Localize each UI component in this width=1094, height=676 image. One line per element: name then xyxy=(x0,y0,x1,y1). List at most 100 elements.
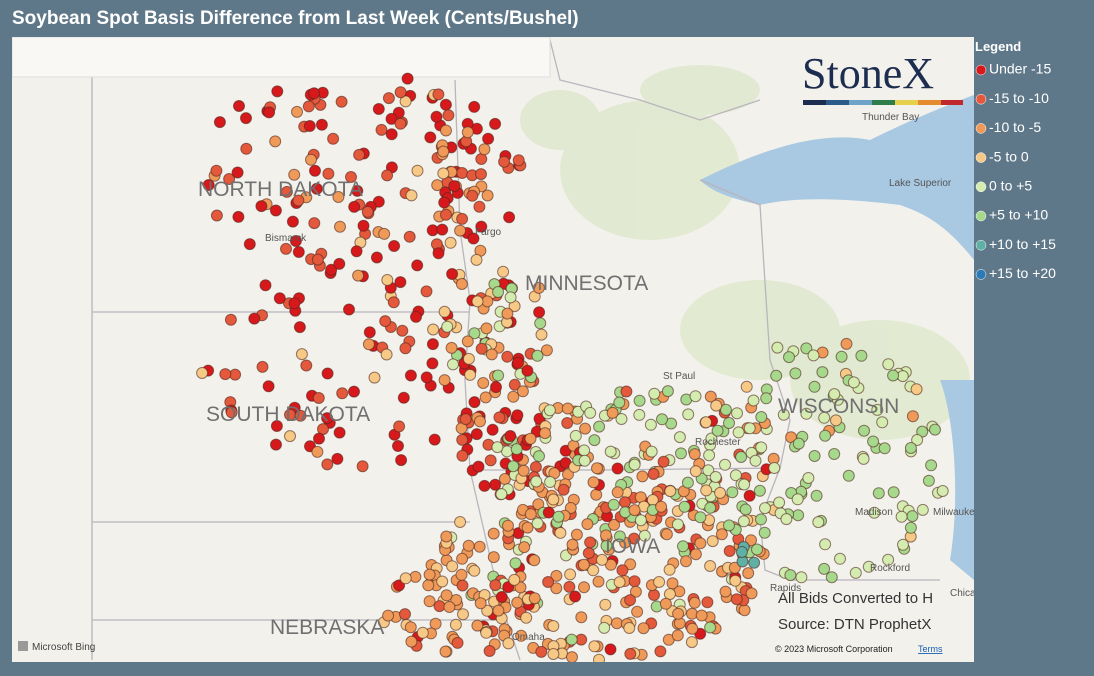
bid-dot xyxy=(495,591,508,603)
bid-dot xyxy=(438,374,451,387)
bid-dot xyxy=(348,385,360,398)
bid-dot xyxy=(345,171,357,183)
bid-dot xyxy=(726,486,739,499)
bid-dot xyxy=(471,619,484,632)
bid-dot xyxy=(737,515,750,528)
terms-link[interactable]: Terms xyxy=(918,644,943,654)
bid-dot xyxy=(569,590,582,603)
bid-dot xyxy=(840,337,853,350)
bid-dot xyxy=(578,581,590,594)
bid-dot xyxy=(433,600,446,613)
bid-dot xyxy=(454,516,467,528)
bid-dot xyxy=(738,604,751,617)
bid-dot xyxy=(916,503,929,516)
city-label: Bismarck xyxy=(265,233,307,244)
bid-dot xyxy=(401,72,414,85)
bid-dot xyxy=(620,385,633,398)
bid-dot xyxy=(868,506,881,519)
bid-dot xyxy=(666,577,679,590)
bid-dot xyxy=(487,527,500,540)
bid-dot xyxy=(600,529,612,542)
bid-dot xyxy=(446,560,459,573)
bid-dot xyxy=(847,376,860,389)
bid-dot xyxy=(436,575,449,588)
bid-dot xyxy=(470,253,483,266)
bid-dot xyxy=(492,604,505,617)
bid-dot xyxy=(582,547,595,560)
bid-dot xyxy=(420,285,433,298)
bid-dot xyxy=(497,265,510,278)
bid-dot xyxy=(729,574,742,587)
bid-dot xyxy=(504,291,517,304)
bid-dot xyxy=(780,513,793,526)
bid-dot xyxy=(468,396,481,409)
bid-dot xyxy=(308,217,321,230)
bid-dot xyxy=(604,445,617,458)
bid-dot xyxy=(528,554,541,567)
bid-dot xyxy=(473,200,486,213)
bid-dot xyxy=(700,416,712,429)
bid-dot xyxy=(468,327,481,340)
bid-dot xyxy=(535,645,548,658)
bid-dot xyxy=(897,538,909,551)
bid-dot xyxy=(534,317,547,330)
bid-dot xyxy=(210,164,223,177)
bid-dot xyxy=(269,135,282,148)
bid-dot xyxy=(426,357,439,370)
bid-dot xyxy=(628,458,641,471)
state-label: NEBRASKA xyxy=(270,616,384,639)
city-label: Rochester xyxy=(695,437,741,448)
bid-dot xyxy=(657,455,670,468)
bid-dot xyxy=(428,433,441,446)
bid-dot xyxy=(351,184,364,197)
bid-dot xyxy=(747,394,760,407)
bid-dot xyxy=(210,209,223,222)
bid-dot xyxy=(321,458,334,471)
bid-dot xyxy=(911,434,924,446)
bid-dot xyxy=(751,543,763,556)
bid-dot xyxy=(269,204,282,217)
bid-dot xyxy=(828,448,841,460)
bid-dot xyxy=(223,173,236,185)
bid-dot xyxy=(363,326,376,339)
bid-dot xyxy=(677,540,689,553)
bid-dot xyxy=(830,414,842,427)
bid-dot xyxy=(437,145,450,158)
state-label: NORTH DAKOTA xyxy=(198,178,363,201)
bid-dot xyxy=(456,433,469,446)
bid-dot xyxy=(353,148,366,161)
bid-dot xyxy=(350,245,363,258)
bid-dot xyxy=(501,350,514,363)
bid-dot xyxy=(356,460,369,473)
bid-dot xyxy=(396,324,409,337)
bid-dot xyxy=(610,617,623,630)
bid-dot xyxy=(825,571,838,584)
bid-dot xyxy=(759,502,771,515)
bid-dot xyxy=(382,92,395,105)
bid-dot xyxy=(770,369,783,382)
bid-dot xyxy=(308,87,321,100)
bid-dot xyxy=(224,313,237,326)
bid-dot xyxy=(489,117,502,130)
bid-dot xyxy=(552,510,565,523)
bid-dot xyxy=(231,166,244,179)
bid-dot xyxy=(196,367,209,379)
bid-dot xyxy=(616,564,629,577)
bid-dot xyxy=(521,364,534,377)
bid-dot xyxy=(456,552,469,565)
bid-dot xyxy=(446,268,459,280)
bid-dot xyxy=(862,560,875,573)
bid-dot xyxy=(882,553,895,566)
bid-dot xyxy=(758,526,771,539)
bid-dot xyxy=(816,366,829,379)
bid-dot xyxy=(438,305,451,318)
bid-dot xyxy=(454,224,467,237)
bid-dot xyxy=(456,579,469,592)
bid-dot xyxy=(507,390,520,403)
state-label: SOUTH DAKOTA xyxy=(206,403,370,426)
bid-dot xyxy=(904,521,917,534)
bid-dot xyxy=(654,645,667,658)
bid-dot xyxy=(904,442,917,454)
city-label: Fargo xyxy=(475,227,502,238)
